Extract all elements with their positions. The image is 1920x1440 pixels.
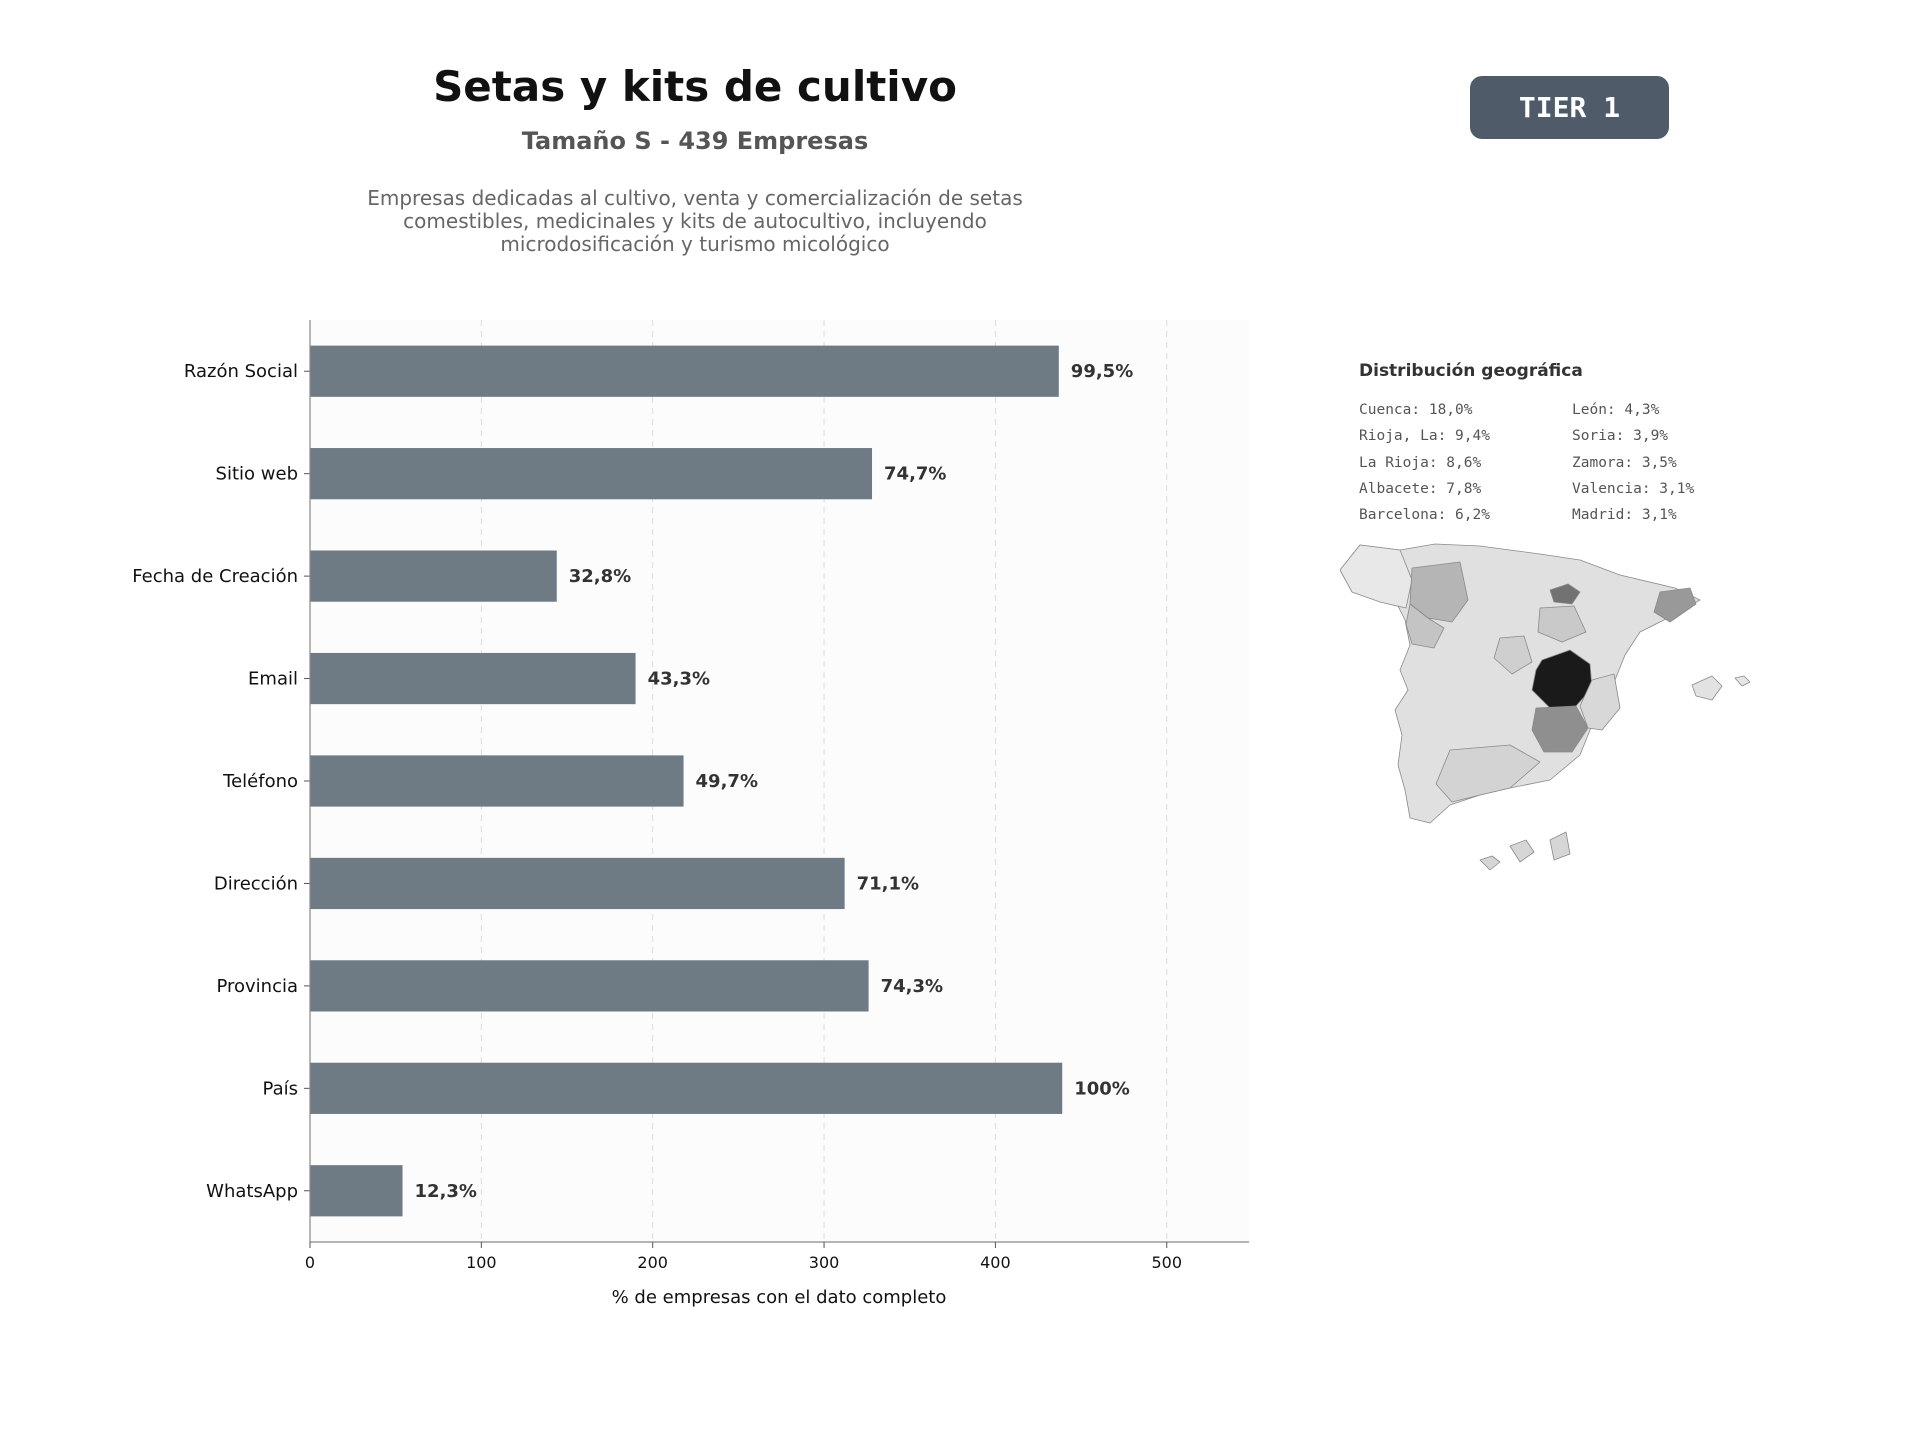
- page-subtitle: Tamaño S - 439 Empresas: [521, 127, 869, 155]
- y-tick-label: País: [263, 1078, 298, 1099]
- bar: [310, 1165, 403, 1217]
- bar: [310, 550, 557, 602]
- bar: [310, 1062, 1063, 1114]
- data-label: 99,5%: [1071, 361, 1133, 382]
- data-label: 100%: [1074, 1078, 1130, 1099]
- bar: [310, 345, 1059, 397]
- map-region-balearic: [1691, 675, 1723, 701]
- bar: [310, 448, 873, 500]
- y-tick-label: Teléfono: [222, 771, 298, 792]
- x-axis-label: % de empresas con el dato completo: [612, 1287, 947, 1308]
- y-tick-label: Email: [248, 669, 298, 690]
- geo-item: Rioja, La: 9,4%: [1359, 428, 1490, 445]
- data-label: 12,3%: [415, 1181, 477, 1202]
- bar: [310, 960, 869, 1012]
- geo-item: Barcelona: 6,2%: [1359, 507, 1490, 524]
- map-region-south: [1435, 744, 1541, 803]
- data-label: 43,3%: [648, 669, 710, 690]
- geo-item: La Rioja: 8,6%: [1359, 454, 1482, 471]
- bar: [310, 755, 684, 807]
- page-description: Empresas dedicadas al cultivo, venta y c…: [367, 186, 1023, 256]
- y-tick-label: Provincia: [216, 976, 298, 997]
- y-tick-label: WhatsApp: [206, 1181, 298, 1202]
- map-region-rioja: [1549, 583, 1581, 605]
- map-region-canarias: [1479, 831, 1571, 871]
- geo-item: Madrid: 3,1%: [1572, 507, 1677, 524]
- geo-distribution-list: Cuenca: 18,0% León: 4,3% Rioja, La: 9,4% So…: [1359, 397, 1779, 528]
- data-label: 71,1%: [857, 873, 919, 894]
- map-region-galicia: [1340, 544, 1413, 609]
- x-tick-label: 500: [1151, 1253, 1182, 1272]
- x-tick-label: 200: [637, 1253, 668, 1272]
- map-region-balearic-east: [1734, 675, 1751, 687]
- map-region-valencia: [1579, 673, 1621, 731]
- map-region-madrid: [1493, 635, 1533, 675]
- map-region-soria: [1537, 605, 1587, 643]
- x-tick-label: 300: [809, 1253, 840, 1272]
- x-tick-label: 400: [980, 1253, 1011, 1272]
- data-label: 49,7%: [696, 771, 758, 792]
- data-label: 74,3%: [881, 976, 943, 997]
- spain-map: [1340, 543, 1751, 871]
- tier-badge: TIER 1: [1470, 76, 1669, 139]
- geo-item: Albacete: 7,8%: [1359, 480, 1482, 497]
- geo-item: Valencia: 3,1%: [1572, 480, 1695, 497]
- x-tick-label: 100: [466, 1253, 497, 1272]
- x-tick-label: 0: [305, 1253, 315, 1272]
- map-region-barcelona: [1653, 587, 1697, 623]
- geo-item: León: 4,3%: [1572, 402, 1660, 418]
- data-label: 32,8%: [569, 566, 631, 587]
- bar: [310, 652, 636, 705]
- geo-item: Zamora: 3,5%: [1572, 454, 1677, 471]
- map-region-albacete: [1531, 705, 1589, 753]
- bar: [310, 857, 845, 910]
- geo-title: Distribución geográfica: [1359, 361, 1583, 381]
- bars: Razón Social 99,5% Sitio web 74,7% Fecha de …: [132, 345, 1133, 1217]
- y-tick-label: Fecha de Creación: [132, 566, 298, 587]
- page-title: Setas y kits de cultivo: [433, 62, 957, 111]
- y-tick-label: Razón Social: [184, 361, 298, 382]
- data-label: 74,7%: [884, 464, 946, 485]
- y-tick-label: Dirección: [214, 873, 298, 894]
- geo-item: Soria: 3,9%: [1572, 428, 1669, 445]
- x-ticks: 0 100 200 300 400 500: [305, 1242, 1182, 1272]
- y-tick-label: Sitio web: [216, 464, 298, 485]
- map-region-zamora: [1405, 603, 1445, 649]
- geo-item: Cuenca: 18,0%: [1359, 402, 1473, 418]
